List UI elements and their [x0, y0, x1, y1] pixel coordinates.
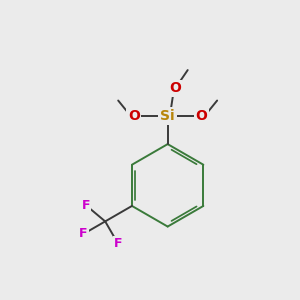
Text: O: O: [169, 81, 181, 95]
Text: F: F: [113, 237, 122, 250]
Text: O: O: [128, 109, 140, 123]
Text: F: F: [79, 227, 88, 240]
Text: F: F: [82, 199, 90, 212]
Text: O: O: [196, 109, 208, 123]
Text: Si: Si: [160, 109, 175, 123]
